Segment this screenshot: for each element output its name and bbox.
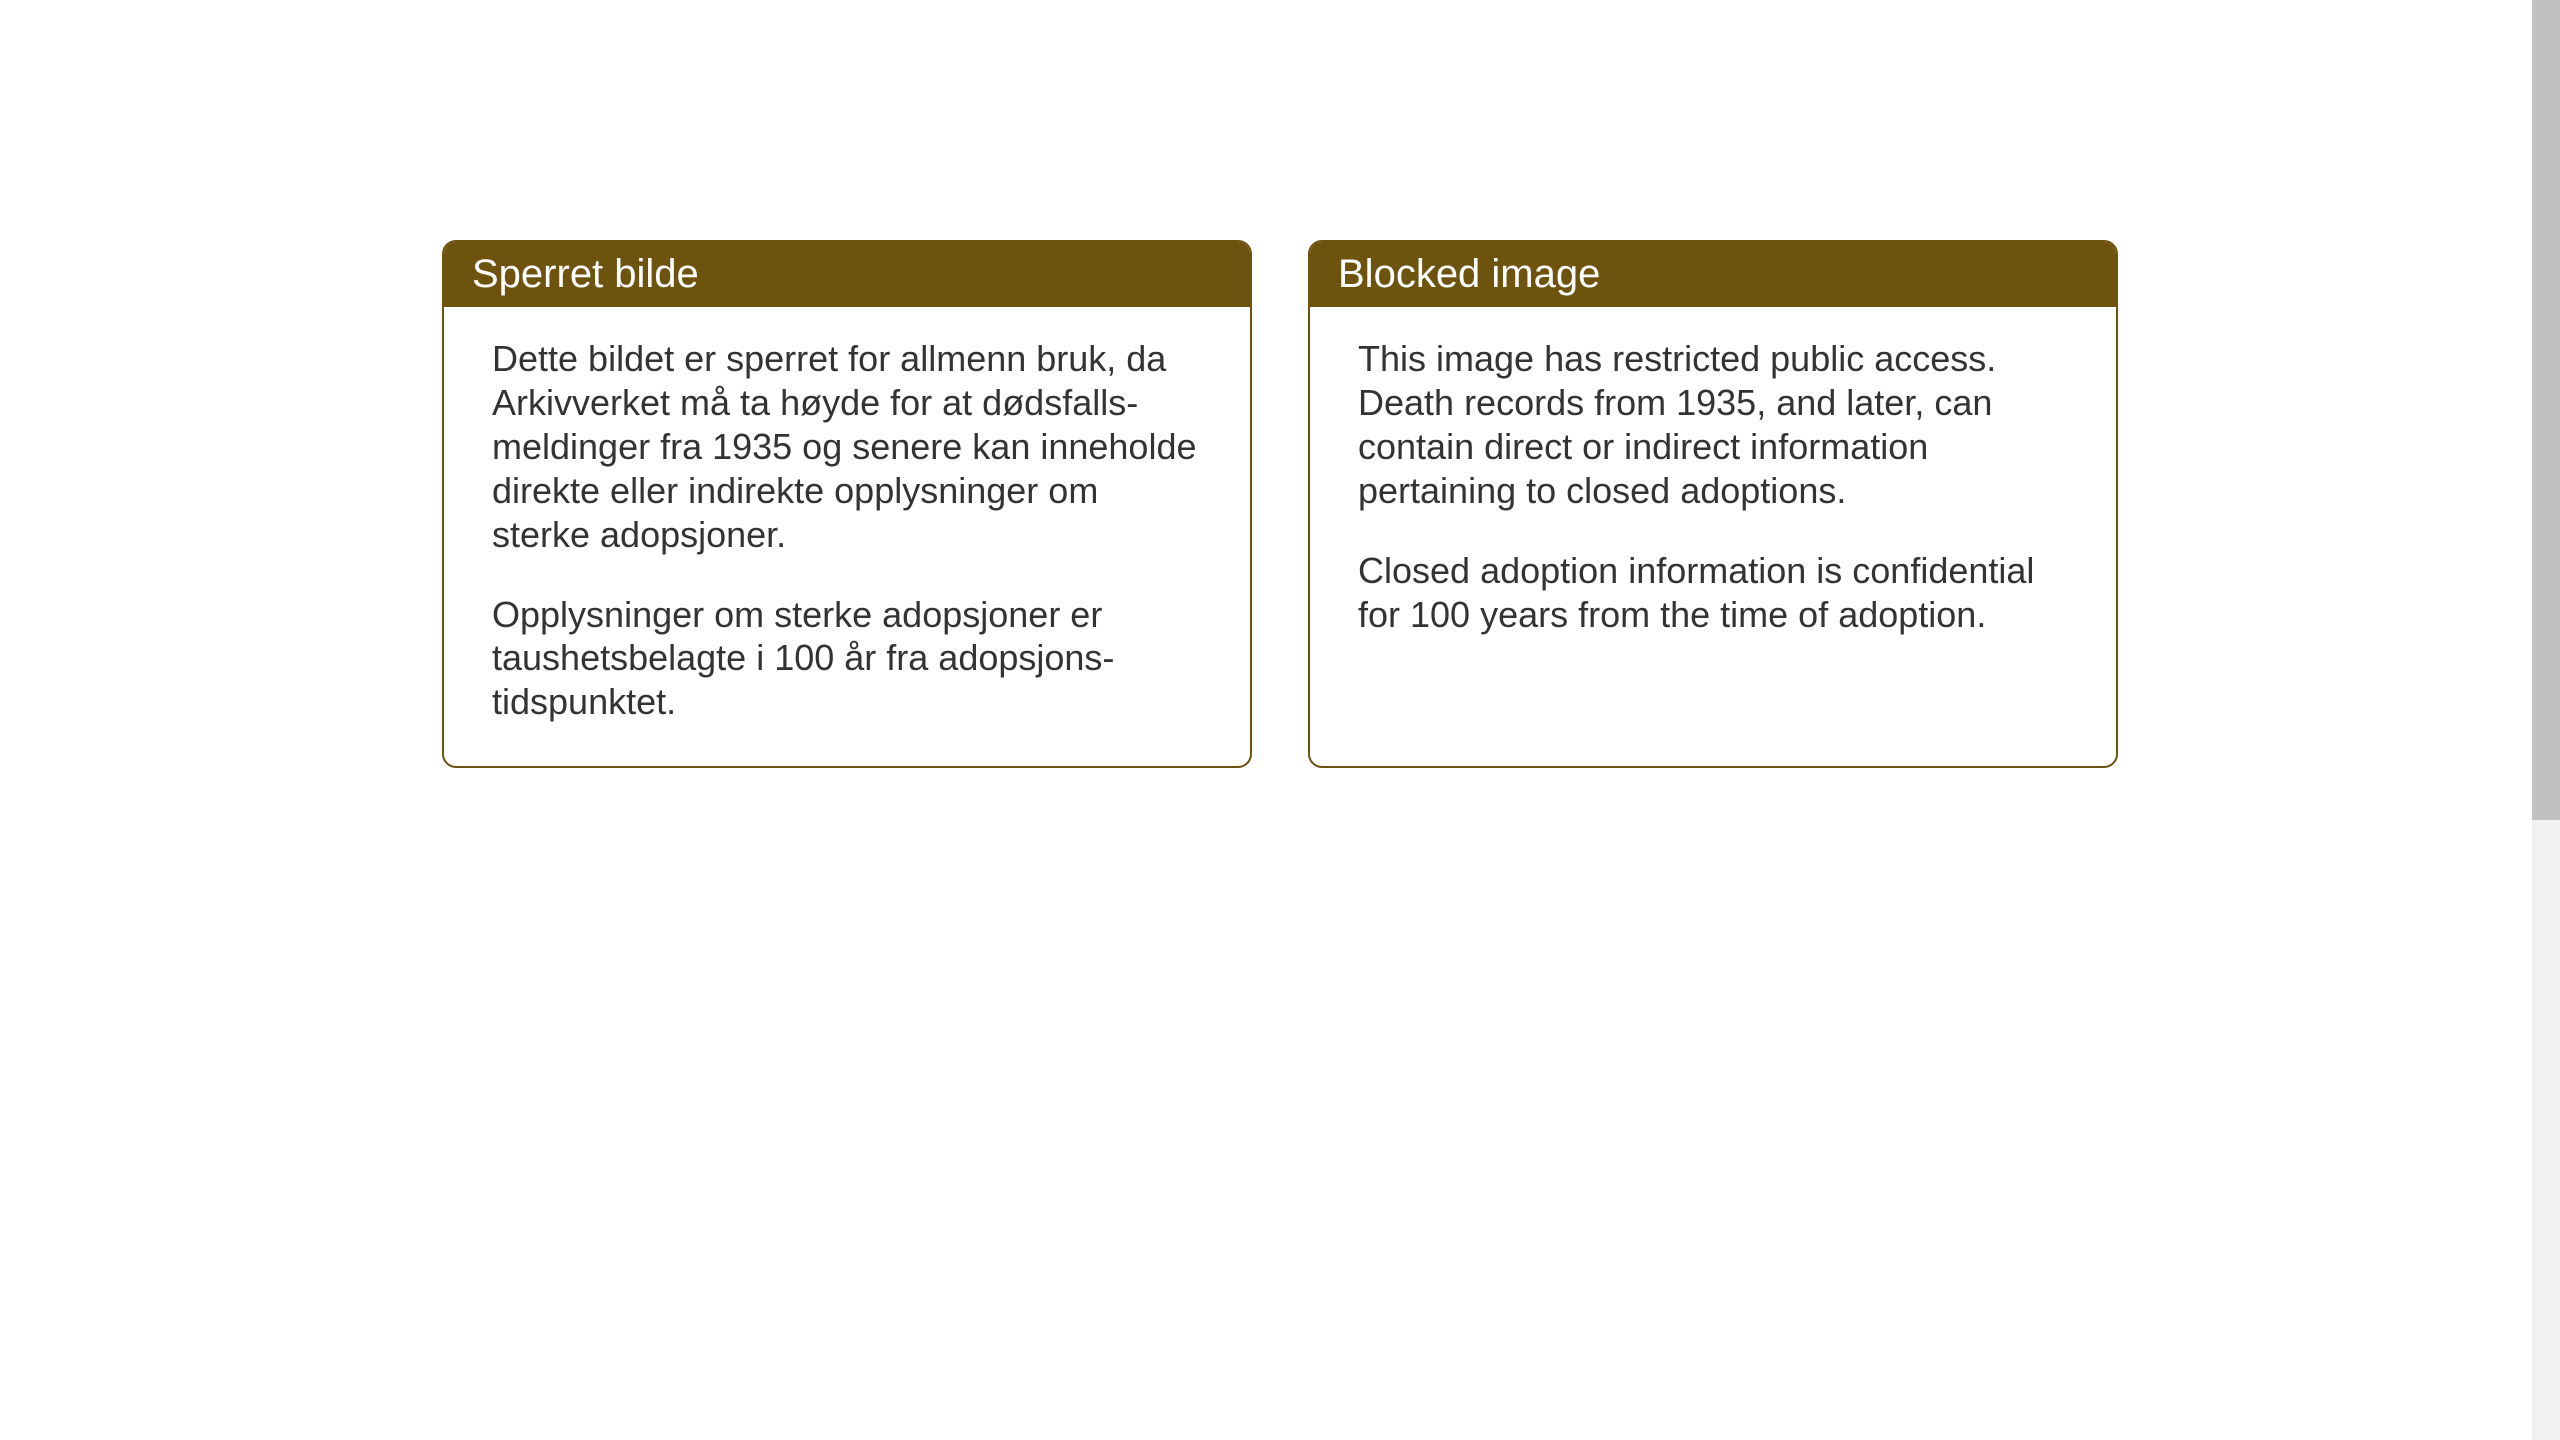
notice-card-english: Blocked image This image has restricted … <box>1308 240 2118 768</box>
card-body-english: This image has restricted public access.… <box>1310 307 2116 678</box>
paragraph-norwegian-2: Opplysninger om sterke adopsjoner er tau… <box>492 593 1202 725</box>
card-title-english: Blocked image <box>1338 252 1600 296</box>
scrollbar-thumb[interactable] <box>2532 0 2560 820</box>
scrollbar-track[interactable] <box>2532 0 2560 1440</box>
card-body-norwegian: Dette bildet er sperret for allmenn bruk… <box>444 307 1250 766</box>
notice-card-norwegian: Sperret bilde Dette bildet er sperret fo… <box>442 240 1252 768</box>
notice-container: Sperret bilde Dette bildet er sperret fo… <box>442 240 2118 768</box>
card-title-norwegian: Sperret bilde <box>472 252 699 296</box>
paragraph-english-2: Closed adoption information is confident… <box>1358 549 2068 637</box>
card-header-norwegian: Sperret bilde <box>444 242 1250 307</box>
paragraph-norwegian-1: Dette bildet er sperret for allmenn bruk… <box>492 337 1202 557</box>
paragraph-english-1: This image has restricted public access.… <box>1358 337 2068 513</box>
card-header-english: Blocked image <box>1310 242 2116 307</box>
